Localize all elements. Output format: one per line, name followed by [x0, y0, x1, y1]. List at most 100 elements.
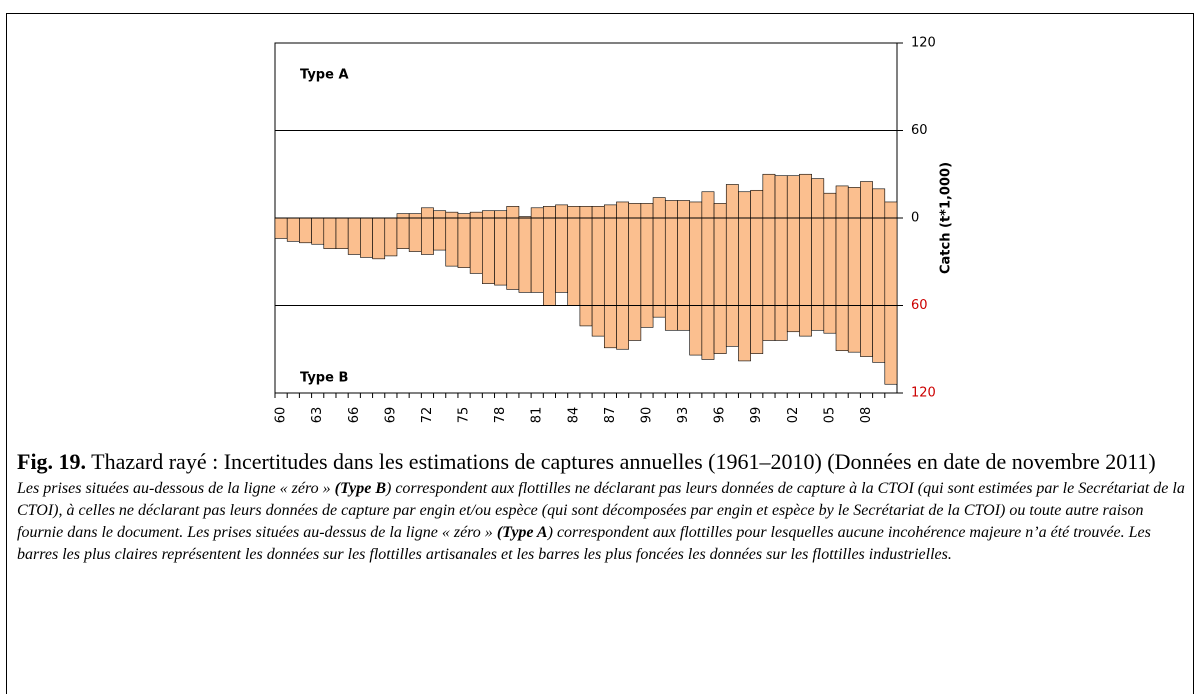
bar [774, 217, 788, 341]
bar [421, 217, 434, 255]
bar [677, 217, 690, 331]
bar [640, 203, 654, 219]
bar [567, 217, 581, 306]
caption-heading: Thazard rayé : Incertitudes dans les est… [86, 449, 1156, 474]
bar [445, 211, 459, 219]
bar [433, 217, 447, 251]
bar [738, 217, 751, 362]
bar [408, 213, 422, 219]
bar [469, 211, 483, 219]
bar [860, 181, 873, 219]
bar [786, 175, 800, 219]
bar [701, 191, 715, 219]
x-tick-label: 90 [639, 407, 654, 424]
bar [445, 217, 459, 267]
bar [603, 204, 617, 219]
bar [823, 192, 837, 219]
bar [652, 197, 666, 219]
bar [530, 207, 544, 219]
bar [396, 213, 410, 219]
bar [384, 217, 398, 257]
y-axis-title: Catch (t*1,000) [939, 162, 954, 274]
x-tick-label: 75 [457, 407, 472, 424]
bar [482, 217, 495, 284]
bar [506, 206, 520, 219]
bar [847, 217, 861, 353]
bar [640, 217, 654, 328]
bar [543, 206, 556, 219]
bar [433, 210, 447, 219]
bar [872, 188, 886, 219]
x-tick-label: 08 [859, 407, 874, 424]
bar [664, 200, 678, 219]
caption-run: ) correspondent aux flottilles pour lesq… [17, 524, 1151, 563]
bar [616, 201, 629, 219]
x-tick-label: 96 [713, 407, 728, 424]
bar [750, 217, 764, 354]
bar [408, 217, 422, 252]
x-tick-label: 69 [383, 407, 398, 424]
y-tick-label: 60 [911, 123, 928, 138]
bar [750, 189, 764, 219]
bar [579, 206, 593, 219]
bar [603, 217, 617, 349]
y-tick-label: 120 [911, 36, 936, 51]
bar [555, 204, 569, 219]
bar [482, 210, 495, 219]
x-tick-label: 93 [676, 407, 691, 424]
bar [664, 217, 678, 331]
bar [884, 201, 898, 219]
frame [6, 13, 1194, 694]
bar [311, 217, 325, 245]
y-tick-label: 120 [911, 386, 936, 401]
bar [774, 175, 788, 219]
bar [811, 217, 825, 331]
bar [762, 217, 776, 341]
bar [274, 217, 288, 239]
annotation: Type A [300, 68, 349, 83]
bar [689, 217, 703, 356]
bar [457, 213, 471, 219]
caption-run: (Type A [496, 524, 548, 541]
bar [506, 217, 520, 290]
caption-run: ) correspondent aux flottilles ne déclar… [17, 480, 1185, 541]
chart: 120 60 0 60 120 Catch (t*1,000) Type A Type B 60… [274, 36, 954, 424]
bar [835, 217, 849, 352]
bar [372, 217, 386, 260]
bar [579, 217, 593, 327]
bar [738, 191, 751, 219]
bar [689, 201, 703, 219]
bar [713, 203, 727, 219]
bar [555, 217, 569, 293]
x-tick-label: 60 [274, 407, 289, 424]
bar [530, 217, 544, 293]
x-tick-label: 02 [786, 407, 801, 424]
bar [725, 217, 739, 347]
bar [701, 217, 715, 360]
x-tick-label: 78 [493, 407, 508, 424]
bar [872, 217, 886, 363]
bar [494, 210, 508, 219]
x-tick-label: 81 [530, 407, 545, 424]
x-tick-label: 05 [822, 407, 837, 424]
bar [360, 217, 373, 258]
bar [286, 217, 300, 242]
bar [847, 187, 861, 219]
x-tick-label: 72 [420, 407, 435, 424]
caption: Fig. 19. Thazard rayé : Incertitudes dan… [17, 448, 1187, 566]
bar [591, 217, 605, 337]
x-tick-label: 84 [566, 407, 581, 424]
bar [835, 185, 849, 219]
bar [469, 217, 483, 274]
bar [725, 184, 739, 219]
bar [335, 217, 349, 249]
bar [616, 217, 629, 350]
bar [628, 217, 642, 341]
bar [799, 173, 812, 219]
caption-run: Les prises situées au-dessous de la lign… [17, 480, 335, 497]
annotation: Type B [300, 371, 348, 386]
bar [713, 217, 727, 354]
caption-body: Les prises situées au-dessous de la lign… [17, 478, 1187, 566]
bar [811, 178, 825, 219]
bar [347, 217, 361, 255]
